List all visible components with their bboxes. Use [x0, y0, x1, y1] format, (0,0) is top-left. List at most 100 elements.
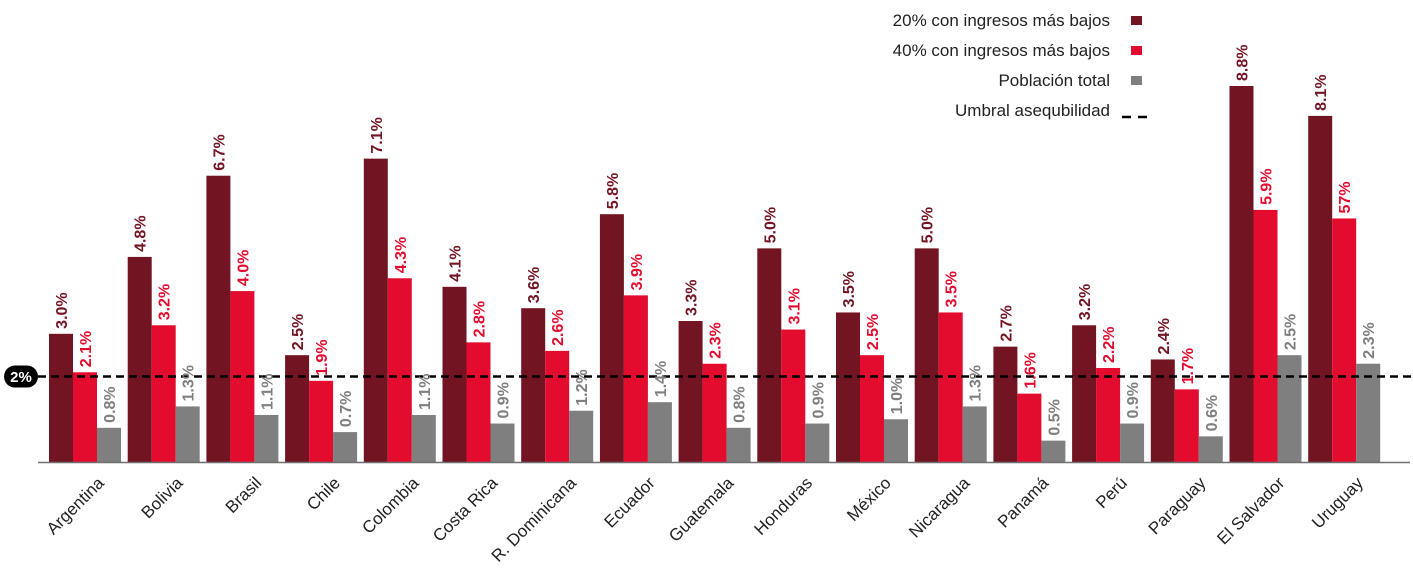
value-label-costa-rica-series-3: 0.9%	[496, 382, 513, 418]
x-tick-label-brasil: Brasil	[222, 473, 265, 516]
bar-guatemala-series-3	[726, 427, 751, 462]
value-label-honduras-series-1: 5.0%	[762, 207, 779, 243]
value-label-mexico-series-3: 1.0%	[889, 378, 906, 414]
bar-nicaragua-series-3	[962, 406, 987, 462]
bar-panama-series-1	[993, 346, 1018, 462]
value-label-costa-rica-series-2: 2.8%	[472, 301, 489, 337]
bar-uruguay-series-3	[1356, 363, 1381, 462]
legend-label-series-1: 20% con ingresos más bajos	[893, 11, 1110, 30]
bar-el-salvador-series-3	[1277, 355, 1302, 462]
x-tick-label-chile: Chile	[303, 473, 344, 514]
bar-paraguay-series-1	[1150, 359, 1175, 462]
bar-ecuador-series-2	[623, 295, 648, 462]
value-label-brasil-series-3: 1.1%	[259, 374, 276, 410]
value-label-chile-series-2: 1.9%	[314, 339, 331, 375]
x-tick-label-bolivia: Bolivia	[138, 473, 187, 522]
value-label-costa-rica-series-1: 4.1%	[448, 245, 465, 281]
bar-uruguay-series-2	[1332, 218, 1357, 462]
value-label-uruguay-series-2: 57%	[1337, 181, 1354, 213]
bar-el-salvador-series-2	[1253, 209, 1278, 462]
bar-costa-rica-series-2	[466, 342, 491, 462]
bar-honduras-series-3	[805, 423, 830, 462]
value-label-brasil-series-2: 4.0%	[235, 250, 252, 286]
value-label-argentina-series-2: 2.1%	[78, 331, 95, 367]
x-tick-label-colombia: Colombia	[358, 473, 423, 538]
legend-swatch-series-2	[1131, 46, 1142, 55]
value-label-panama-series-1: 2.7%	[998, 305, 1015, 341]
bar-brasil-series-3	[254, 415, 279, 462]
value-label-ecuador-series-2: 3.9%	[629, 254, 646, 290]
value-label-chile-series-3: 0.7%	[338, 391, 355, 427]
bar-honduras-series-2	[781, 329, 806, 462]
bar-argentina-series-2	[73, 372, 97, 462]
value-label-chile-series-1: 2.5%	[290, 314, 307, 350]
bar-panama-series-2	[1017, 393, 1042, 462]
value-label-bolivia-series-2: 3.2%	[157, 284, 174, 320]
x-tick-label-argentina: Argentina	[43, 473, 108, 538]
value-label-argentina-series-3: 0.8%	[102, 386, 119, 422]
x-tick-label-mexico: México	[843, 473, 895, 525]
x-tick-label-r-dominicana: R. Dominicana	[488, 473, 581, 566]
value-label-argentina-series-1: 3.0%	[54, 292, 71, 328]
bar-mexico-series-3	[884, 419, 908, 462]
value-label-colombia-series-1: 7.1%	[369, 117, 386, 153]
bar-chile-series-1	[285, 355, 310, 462]
bar-paraguay-series-2	[1174, 389, 1199, 462]
legend-swatch-series-1	[1131, 16, 1142, 25]
value-label-el-salvador-series-2: 5.9%	[1259, 168, 1276, 204]
value-label-colombia-series-2: 4.3%	[393, 237, 410, 273]
bar-nicaragua-series-1	[914, 248, 939, 462]
x-tick-label-paraguay: Paraguay	[1145, 473, 1210, 538]
bar-guatemala-series-2	[702, 363, 727, 462]
value-label-ecuador-series-3: 1.4%	[653, 361, 670, 397]
threshold-layer: 2%	[4, 365, 1412, 388]
value-label-nicaragua-series-3: 1.3%	[968, 365, 985, 401]
value-label-panama-series-2: 1.6%	[1022, 352, 1039, 388]
x-tick-label-costa-rica: Costa Rica	[429, 473, 502, 546]
bar-r-dominicana-series-3	[569, 410, 594, 462]
x-tick-label-nicaragua: Nicaragua	[905, 473, 974, 542]
value-label-colombia-series-3: 1.1%	[417, 374, 434, 410]
bar-ecuador-series-1	[599, 214, 624, 462]
value-label-bolivia-series-1: 4.8%	[133, 215, 150, 251]
value-label-mexico-series-1: 3.5%	[841, 271, 858, 307]
value-label-r-dominicana-series-2: 2.6%	[550, 309, 567, 345]
bar-el-salvador-series-1	[1229, 86, 1254, 462]
value-label-ecuador-series-1: 5.8%	[605, 173, 622, 209]
bar-bolivia-series-1	[127, 256, 152, 462]
x-tick-layer: Argentina Bolivia Brasil Chile Colombia Costa…	[43, 473, 1367, 566]
value-label-guatemala-series-2: 2.3%	[708, 322, 725, 358]
bar-honduras-series-1	[757, 248, 782, 462]
x-tick-label-el-salvador: El Salvador	[1213, 473, 1288, 548]
value-label-paraguay-series-2: 1.7%	[1180, 348, 1197, 384]
value-label-el-salvador-series-3: 2.5%	[1283, 314, 1300, 350]
bar-mexico-series-1	[836, 312, 860, 462]
threshold-label: 2%	[10, 369, 32, 386]
value-label-r-dominicana-series-1: 3.6%	[526, 267, 543, 303]
bar-ecuador-series-3	[647, 402, 672, 462]
bar-guatemala-series-1	[678, 321, 703, 462]
bar-colombia-series-2	[387, 278, 412, 462]
value-label-peru-series-3: 0.9%	[1125, 382, 1142, 418]
legend: 20% con ingresos más bajos 40% con ingres…	[893, 11, 1152, 120]
x-tick-label-ecuador: Ecuador	[601, 473, 659, 531]
value-label-paraguay-series-1: 2.4%	[1156, 318, 1173, 354]
legend-label-series-3: Población total	[998, 71, 1110, 90]
value-label-r-dominicana-series-3: 1.2%	[574, 369, 591, 405]
bar-chile-series-2	[309, 380, 334, 462]
bar-costa-rica-series-1	[442, 286, 467, 462]
bar-bolivia-series-2	[151, 325, 176, 462]
legend-label-threshold: Umbral asequbilidad	[955, 101, 1110, 120]
bar-panama-series-3	[1041, 440, 1066, 462]
bar-costa-rica-series-3	[490, 423, 515, 462]
value-label-uruguay-series-1: 8.1%	[1313, 74, 1330, 110]
bar-bolivia-series-3	[175, 406, 200, 462]
value-label-honduras-series-2: 3.1%	[786, 288, 803, 324]
value-label-nicaragua-series-1: 5.0%	[920, 207, 937, 243]
value-label-layer: 3.0% 2.1% 0.8% 4.8% 3.2% 1.3% 6.7% 4.0% 1.1% 2.5%…	[54, 45, 1378, 436]
value-label-paraguay-series-3: 0.6%	[1204, 395, 1221, 431]
value-label-brasil-series-1: 6.7%	[211, 134, 228, 170]
bar-peru-series-1	[1072, 325, 1097, 462]
value-label-honduras-series-3: 0.9%	[810, 382, 827, 418]
x-tick-label-peru: Perú	[1092, 473, 1131, 512]
